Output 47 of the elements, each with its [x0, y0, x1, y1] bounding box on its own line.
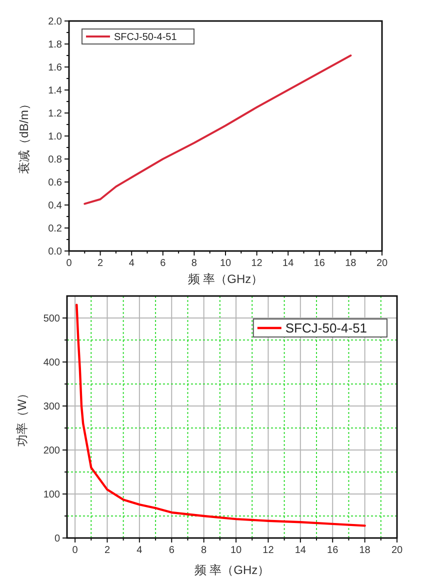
y-tick-label: 200: [43, 446, 60, 456]
x-tick-label: 4: [136, 545, 143, 556]
y-tick-label: 0.6: [48, 178, 62, 188]
y-tick-label: 1.6: [48, 62, 62, 74]
y-tick-label: 0: [54, 534, 60, 544]
x-axis-title: 频 率（GHz）: [188, 272, 264, 286]
x-tick-label: 6: [160, 258, 166, 269]
x-tick-label: 8: [201, 545, 208, 556]
x-tick-label: 10: [230, 545, 242, 556]
line-series: [76, 304, 366, 527]
y-tick-label: 1.0: [48, 132, 62, 142]
legend-label: SFCJ-50-4-51: [285, 320, 368, 336]
y-tick-label: 2.0: [48, 16, 62, 28]
y-tick-label: 400: [43, 358, 60, 368]
x-tick-label: 16: [314, 258, 326, 269]
y-axis-title: 功率（W）: [15, 387, 30, 447]
x-tick-label: 12: [251, 258, 263, 269]
x-tick-label: 14: [282, 258, 294, 269]
y-tick-label: 500: [43, 314, 60, 324]
line-series: [84, 54, 352, 205]
x-tick-label: 4: [128, 258, 135, 269]
x-tick-label: 10: [220, 258, 232, 269]
x-tick-label: 14: [294, 545, 306, 556]
x-tick-label: 0: [66, 258, 72, 269]
x-tick-label: 18: [359, 545, 371, 556]
x-tick-label: 20: [376, 258, 388, 269]
x-tick-label: 8: [191, 258, 198, 269]
legend-label: SFCJ-50-4-51: [114, 32, 178, 43]
x-tick-label: 2: [104, 545, 110, 556]
y-tick-label: 0.2: [48, 224, 62, 234]
x-tick-label: 12: [262, 545, 274, 556]
x-tick-label: 18: [345, 258, 357, 269]
x-tick-label: 20: [391, 545, 403, 556]
y-tick-label: 1.8: [48, 40, 62, 50]
y-tick-label: 0.4: [48, 200, 62, 212]
y-axis-title: 衰减（dB/m）: [17, 98, 32, 174]
x-tick-label: 2: [98, 258, 104, 269]
y-tick-label: 0.0: [48, 246, 62, 258]
y-tick-label: 0.8: [48, 154, 62, 166]
y-tick-label: 1.4: [48, 86, 62, 96]
y-tick-label: 1.2: [48, 108, 62, 120]
x-tick-label: 6: [168, 545, 175, 556]
y-tick-label: 100: [43, 490, 60, 500]
x-axis-title: 频 率（GHz）: [194, 563, 270, 577]
x-tick-label: 0: [72, 545, 78, 556]
y-tick-label: 300: [43, 402, 60, 412]
x-tick-label: 16: [327, 545, 339, 556]
